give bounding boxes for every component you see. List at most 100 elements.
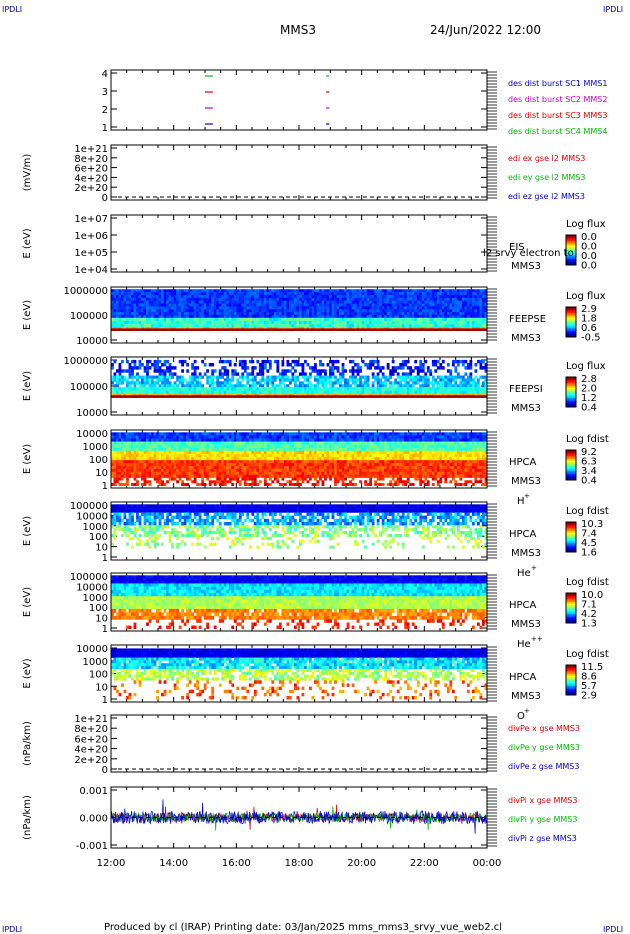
legend-entry: des dist burst SC3 MMS3	[508, 111, 607, 120]
spectrogram-cell	[246, 289, 249, 292]
spectrogram-cell	[176, 395, 179, 398]
spectrogram-cell	[259, 369, 262, 372]
spectrogram-cell	[352, 304, 355, 307]
spectrogram-cell	[139, 435, 142, 438]
spectrogram-cell	[439, 439, 442, 442]
spectrogram-cell	[479, 435, 482, 438]
spectrogram-cell	[459, 306, 462, 309]
spectrogram-cell	[161, 289, 164, 292]
spectrogram-cell	[186, 442, 189, 445]
spectrogram-cell	[204, 448, 207, 451]
spectrogram-cell	[382, 384, 385, 387]
spectrogram-cell	[214, 312, 217, 315]
spectrogram-cell	[179, 328, 182, 331]
spectrogram-cell	[226, 306, 229, 309]
spectrogram-cell	[309, 298, 312, 301]
spectrogram-cell	[181, 439, 184, 442]
spectrogram-cell	[422, 315, 425, 318]
spectrogram-cell	[114, 391, 117, 395]
spectrogram-cell	[434, 391, 437, 395]
spectrogram-cell	[261, 376, 264, 379]
spectrogram-cell	[164, 384, 167, 387]
spectrogram-cell	[234, 435, 237, 438]
spectrogram-cell	[241, 387, 244, 391]
spectrogram-cell	[291, 306, 294, 309]
spectrogram-cell	[342, 328, 345, 331]
spectrogram-cell	[189, 298, 192, 301]
spectrogram-cell	[161, 384, 164, 387]
spectrogram-cell	[206, 439, 209, 442]
y-tick-label: 10000	[76, 429, 108, 440]
spectrogram-cell	[229, 391, 232, 395]
spectrogram-cell	[154, 304, 157, 307]
spectrogram-cell	[419, 324, 422, 327]
spectrogram-cell	[176, 432, 179, 435]
spectrogram-cell	[124, 435, 127, 438]
spectrogram-cell	[156, 318, 159, 321]
spectrogram-cell	[464, 298, 467, 301]
spectrogram-cell	[296, 384, 299, 387]
spectrogram-cell	[374, 318, 377, 321]
spectrogram-cell	[387, 366, 390, 369]
spectrogram-cell	[377, 439, 380, 442]
spectrogram-cell	[154, 301, 157, 304]
spectrogram-cell	[294, 395, 297, 398]
spectrogram-cell	[181, 306, 184, 309]
spectrogram-cell	[302, 312, 305, 315]
spectrogram-cell	[181, 376, 184, 379]
spectrogram-cell	[291, 328, 294, 331]
spectrogram-cell	[462, 360, 465, 363]
spectrogram-cell	[387, 432, 390, 435]
spectrogram-cell	[324, 304, 327, 307]
spectrogram-cell	[264, 309, 267, 312]
spectrogram-cell	[224, 312, 227, 315]
spectrogram-cell	[259, 289, 262, 292]
spectrogram-cell	[387, 304, 390, 307]
spectrogram-cell	[387, 328, 390, 331]
spectrogram-cell	[467, 321, 470, 324]
spectrogram-cell	[234, 442, 237, 445]
spectrogram-cell	[329, 315, 332, 318]
spectrogram-cell	[231, 395, 234, 398]
spectrogram-cell	[119, 363, 122, 366]
spectrogram-cell	[201, 384, 204, 387]
spectrogram-cell	[407, 295, 410, 298]
panel-frame	[111, 145, 487, 200]
spectrogram-cell	[437, 289, 440, 292]
spectrogram-cell	[279, 435, 282, 438]
spectrogram-cell	[397, 292, 400, 295]
spectrogram-cell	[434, 378, 437, 381]
spectrogram-cell	[141, 295, 144, 298]
spectrogram-cell	[231, 432, 234, 435]
spectrogram-cell	[249, 439, 252, 442]
spectrogram-cell	[221, 381, 224, 384]
spectrogram-cell	[324, 292, 327, 295]
spectrogram-cell	[241, 318, 244, 321]
spectrogram-cell	[462, 363, 465, 366]
spectrogram-cell	[457, 289, 460, 292]
spectrogram-cell	[149, 289, 152, 292]
spectrogram-cell	[129, 298, 132, 301]
spectrogram-cell	[121, 315, 124, 318]
spectrogram-cell	[256, 301, 259, 304]
spectrogram-cell	[266, 391, 269, 395]
spectrogram-cell	[239, 315, 242, 318]
spectrogram-cell	[281, 324, 284, 327]
spectrogram-cell	[472, 315, 475, 318]
spectrogram-cell	[191, 448, 194, 451]
spectrogram-cell	[261, 306, 264, 309]
spectrogram-cell	[399, 391, 402, 395]
spectrogram-cell	[194, 306, 197, 309]
spectrogram-cell	[261, 395, 264, 398]
spectrogram-cell	[166, 328, 169, 331]
spectrogram-cell	[219, 391, 222, 395]
spectrogram-cell	[196, 381, 199, 384]
spectrogram-cell	[124, 318, 127, 321]
spectrogram-cell	[412, 301, 415, 304]
spectrogram-cell	[424, 312, 427, 315]
spectrogram-cell	[196, 298, 199, 301]
spectrogram-cell	[239, 387, 242, 391]
spectrogram-cell	[136, 318, 139, 321]
spectrogram-cell	[317, 312, 320, 315]
spectrogram-cell	[236, 306, 239, 309]
